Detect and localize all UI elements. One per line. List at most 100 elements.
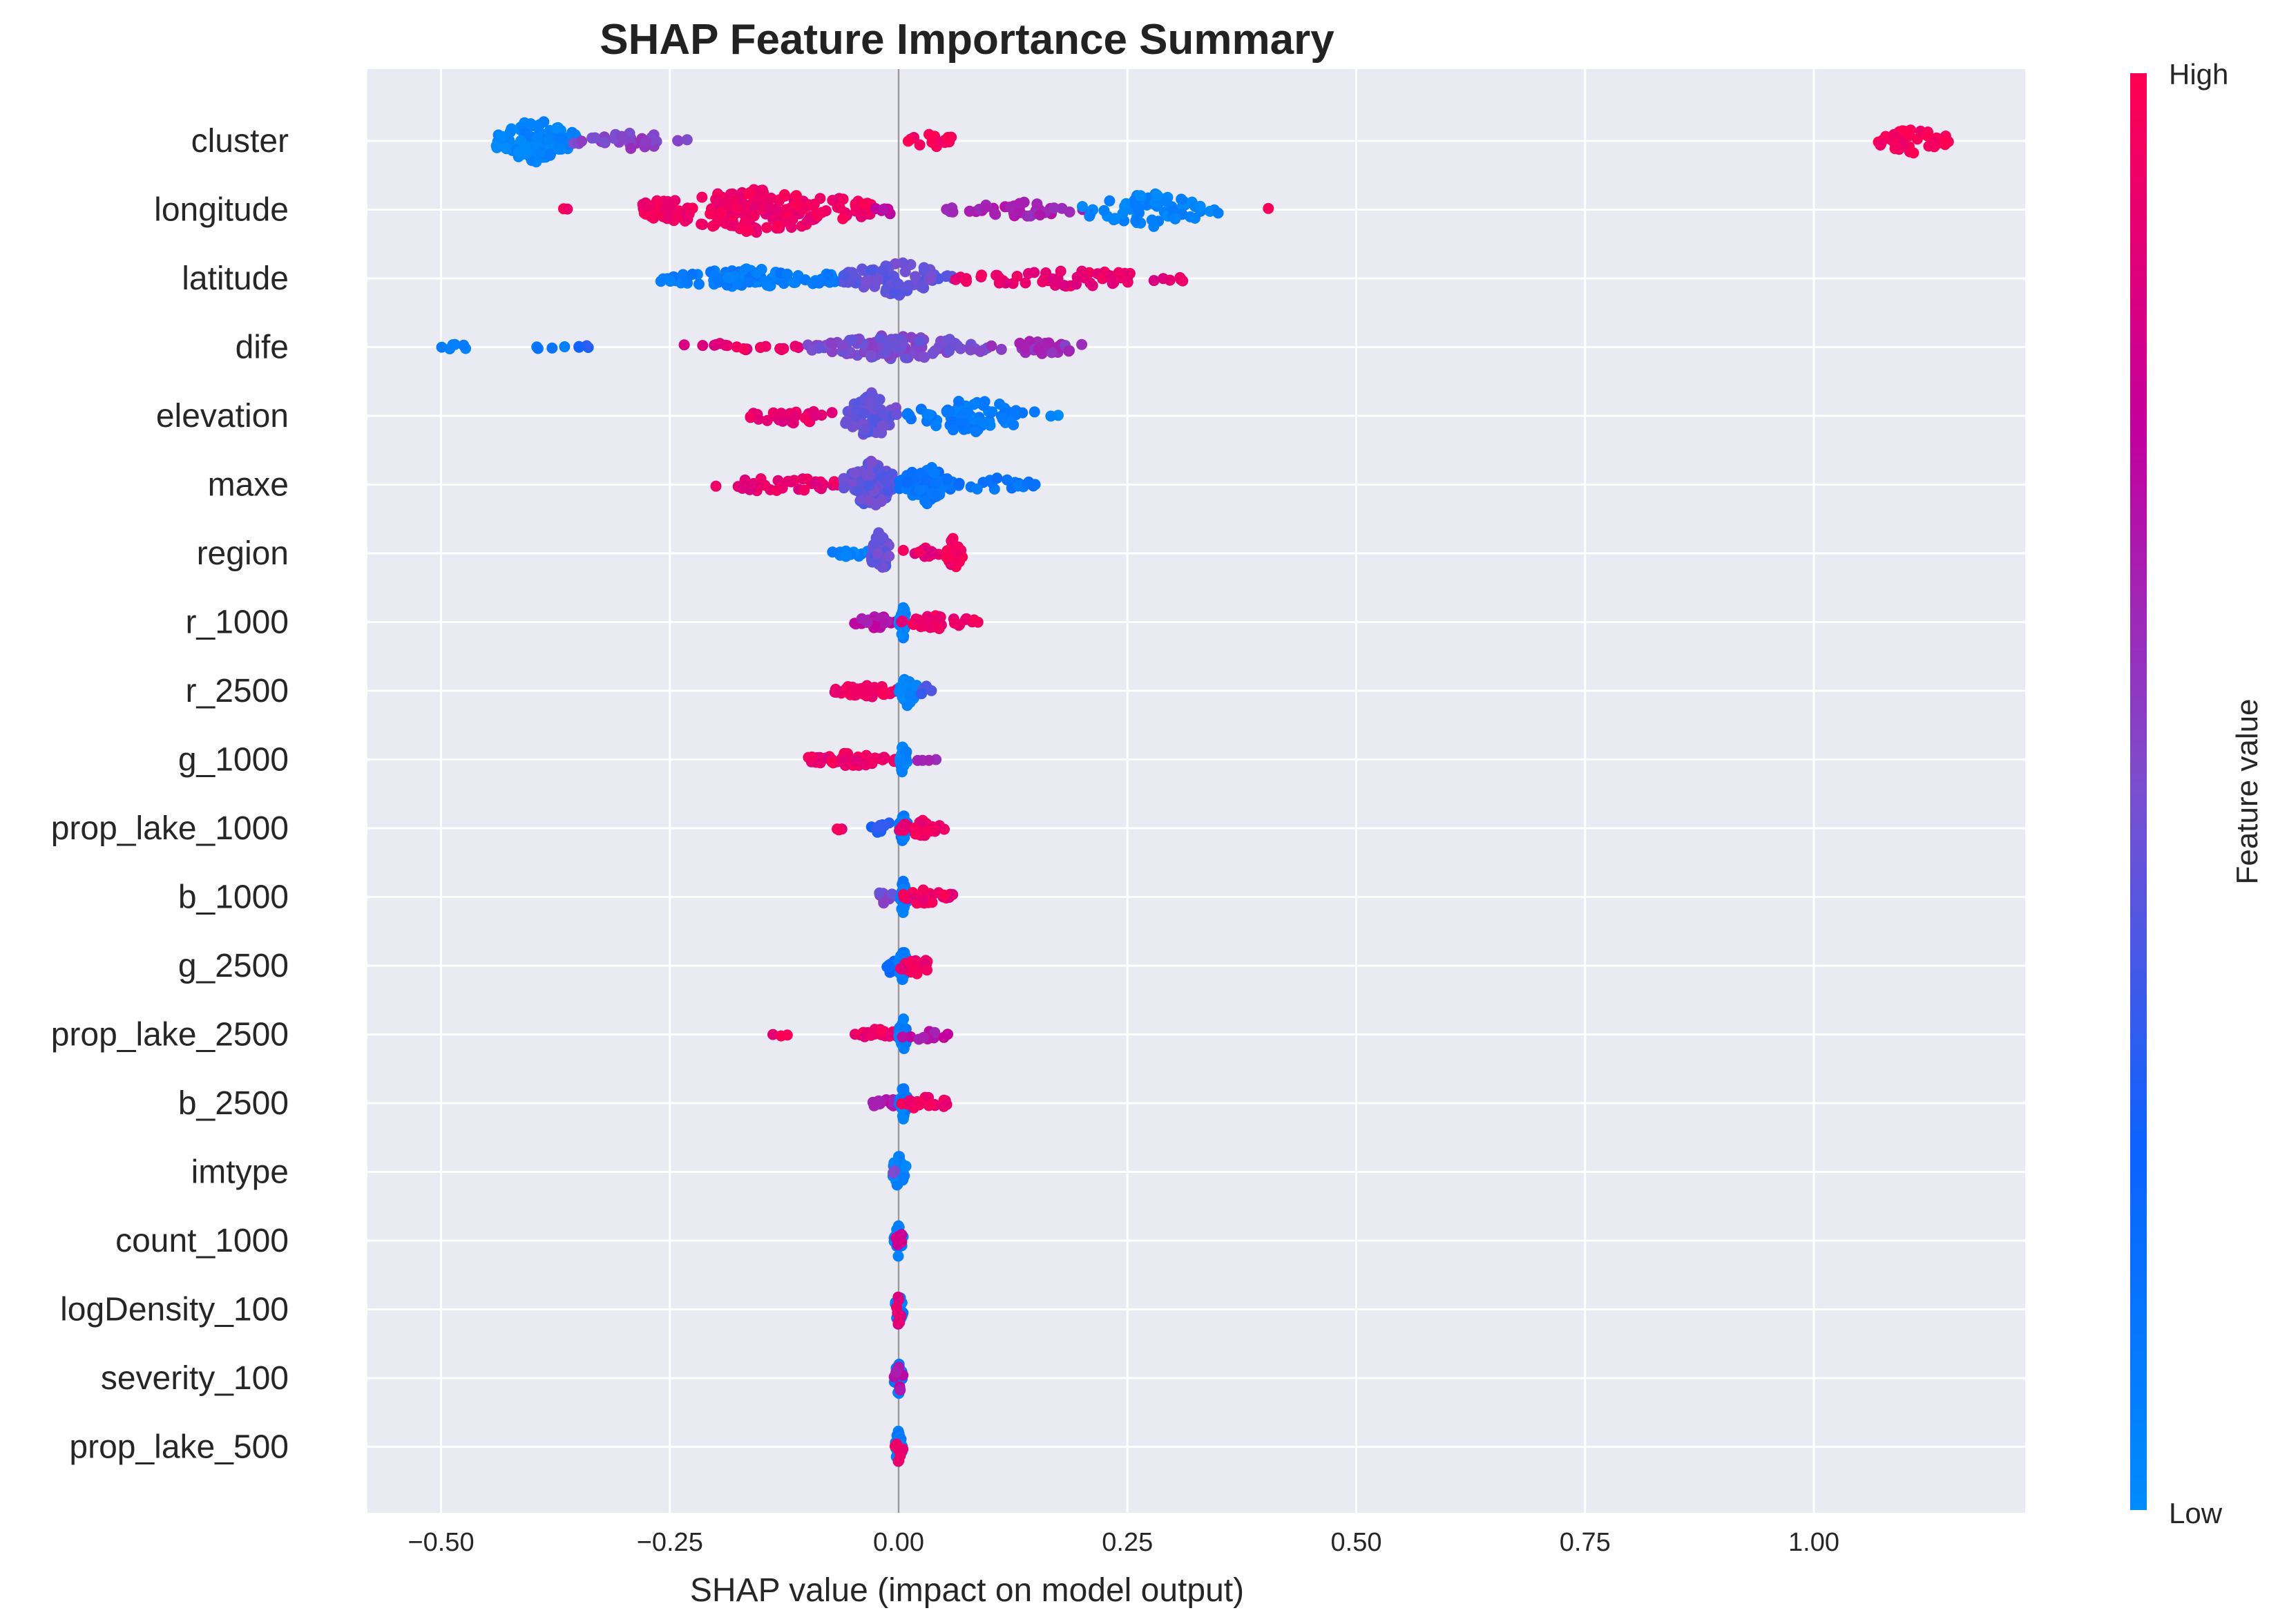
data-point: [1022, 478, 1033, 490]
chart-title: SHAP Feature Importance Summary: [600, 16, 1334, 64]
data-point: [645, 211, 657, 222]
data-point: [950, 274, 961, 285]
data-point: [904, 689, 916, 701]
data-point: [708, 220, 720, 231]
data-point: [930, 478, 941, 490]
data-point: [950, 556, 961, 568]
data-point: [889, 287, 901, 298]
data-point: [892, 1291, 904, 1303]
data-point: [897, 337, 908, 349]
data-point: [1077, 201, 1088, 212]
data-point: [913, 546, 925, 558]
data-point: [696, 191, 708, 203]
data-point: [877, 408, 889, 420]
data-point: [761, 279, 773, 291]
feature-label: g_1000: [178, 742, 289, 778]
data-point: [1056, 202, 1068, 214]
data-point: [997, 413, 1008, 425]
data-point: [749, 201, 760, 213]
data-point: [502, 142, 514, 154]
data-point: [792, 198, 803, 210]
data-point: [909, 963, 921, 975]
data-point: [890, 276, 901, 287]
data-point: [848, 467, 860, 479]
data-point: [878, 265, 890, 276]
data-point: [850, 754, 862, 766]
data-point: [771, 485, 783, 496]
data-point: [986, 406, 998, 418]
data-point: [971, 483, 983, 495]
data-point: [898, 1083, 910, 1095]
data-point: [899, 678, 910, 689]
data-point: [941, 551, 953, 563]
data-point: [877, 204, 889, 216]
data-point: [919, 352, 930, 363]
data-point: [914, 484, 926, 496]
data-point: [866, 457, 878, 468]
data-point: [436, 341, 448, 353]
data-point: [816, 207, 828, 218]
data-point: [791, 190, 802, 202]
data-point: [915, 280, 927, 292]
data-point: [900, 1160, 912, 1172]
data-point: [1120, 198, 1132, 209]
data-point: [859, 424, 870, 436]
feature-label: prop_lake_500: [69, 1429, 289, 1466]
data-point: [497, 131, 508, 142]
data-point: [866, 756, 878, 768]
data-point: [1022, 268, 1034, 279]
data-point: [1010, 409, 1022, 421]
data-point: [921, 611, 933, 622]
data-point: [683, 207, 695, 219]
data-point: [917, 884, 929, 896]
data-point: [672, 135, 684, 146]
data-point: [898, 1013, 909, 1025]
data-point: [852, 485, 863, 497]
data-point: [856, 207, 868, 218]
data-point: [772, 220, 784, 231]
data-point: [778, 189, 790, 200]
data-point: [846, 334, 858, 346]
data-point: [925, 274, 937, 285]
feature-label: severity_100: [101, 1360, 289, 1397]
data-point: [912, 754, 923, 766]
data-point: [897, 1113, 909, 1125]
data-point: [781, 268, 793, 280]
data-point: [938, 889, 950, 901]
x-tick-label: 0.25: [1102, 1528, 1153, 1557]
data-point: [778, 278, 789, 289]
data-point: [732, 202, 744, 214]
data-point: [965, 344, 977, 356]
data-point: [566, 126, 578, 138]
data-point: [886, 888, 898, 900]
data-point: [1151, 189, 1163, 201]
data-point: [562, 203, 573, 215]
data-point: [640, 136, 651, 148]
data-point: [1028, 406, 1040, 418]
data-point: [826, 407, 838, 419]
data-point: [546, 342, 558, 354]
data-point: [909, 822, 921, 834]
data-point: [491, 142, 503, 153]
data-point: [877, 531, 888, 543]
data-point: [756, 184, 767, 196]
data-point: [883, 339, 894, 351]
data-point: [1174, 271, 1186, 283]
feature-label: prop_lake_2500: [51, 1017, 289, 1053]
data-point: [711, 194, 723, 206]
feature-label: latitude: [182, 260, 289, 297]
data-point: [918, 262, 930, 274]
data-point: [991, 472, 1003, 484]
data-point: [924, 622, 936, 633]
data-point: [921, 825, 932, 837]
data-point: [941, 406, 953, 418]
data-point: [1133, 205, 1145, 217]
data-point: [1908, 147, 1920, 159]
data-point: [902, 408, 914, 419]
data-point: [1043, 337, 1055, 349]
data-point: [968, 399, 979, 410]
data-point: [1004, 201, 1016, 213]
data-point: [989, 208, 1001, 220]
data-point: [551, 122, 563, 134]
